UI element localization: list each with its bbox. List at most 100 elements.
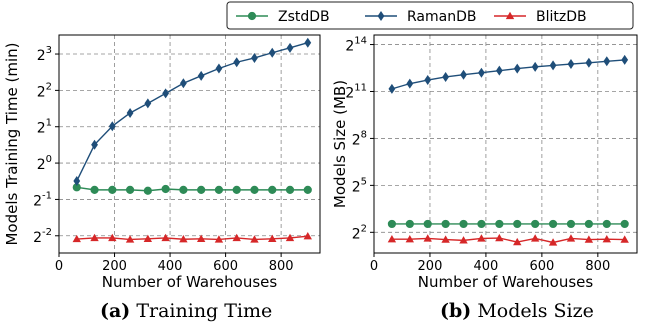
data-point: [602, 219, 611, 229]
data-point: [90, 233, 99, 242]
series-line: [76, 235, 308, 241]
y-tick-label: 2-2: [33, 227, 52, 246]
x-tick-label: 800: [585, 259, 610, 274]
data-point: [285, 185, 295, 194]
data-point: [197, 185, 206, 194]
x-tick-label: 400: [158, 259, 183, 274]
data-point: [125, 185, 135, 194]
data-point: [125, 235, 135, 243]
data-point: [179, 78, 187, 89]
data-point: [423, 219, 432, 229]
data-point: [495, 219, 504, 229]
x-tick-label: 600: [529, 259, 554, 274]
y-tick-label: 20: [37, 154, 52, 173]
data-point: [285, 233, 295, 242]
data-point: [405, 234, 415, 243]
data-point: [531, 61, 539, 72]
legend-item: ZstdDB: [236, 9, 330, 25]
data-point: [459, 236, 468, 244]
panel-training-time: 0 200 400 600 800 2-2 2-1 20 21 22 23 Number of War…: [3, 34, 321, 291]
y-tick-label: 21: [37, 118, 52, 137]
data-point: [179, 185, 188, 194]
series-zstddb: [387, 219, 629, 229]
data-point: [161, 184, 170, 194]
data-point: [585, 57, 593, 68]
legend-label: RamanDB: [407, 9, 476, 25]
data-point: [303, 185, 312, 194]
data-point: [405, 219, 414, 229]
data-point: [495, 233, 504, 242]
y-tick-label: 28: [352, 129, 367, 148]
data-point: [477, 219, 486, 229]
data-point: [531, 219, 540, 229]
data-point: [548, 238, 558, 246]
y-tick-label: 23: [37, 45, 52, 64]
data-point: [233, 57, 241, 68]
data-point: [215, 63, 223, 74]
series-line: [391, 237, 625, 244]
data-point: [251, 52, 258, 63]
x-tick-label: 400: [474, 259, 499, 274]
data-point: [567, 59, 575, 70]
legend: ZstdDB RamanDB BlitzDB: [226, 1, 634, 30]
y-tick-label: 22: [37, 81, 52, 100]
y-axis-label: Models Size (MB): [331, 80, 349, 208]
data-point: [530, 234, 540, 242]
data-point: [584, 235, 594, 243]
data-point: [548, 219, 558, 229]
legend-label: ZstdDB: [278, 9, 330, 25]
legend-box: [226, 1, 634, 30]
data-point: [602, 234, 611, 243]
data-point: [268, 234, 277, 242]
data-point: [161, 233, 170, 242]
data-point: [620, 219, 629, 229]
data-point: [250, 235, 259, 243]
data-point: [91, 139, 98, 150]
data-point: [144, 98, 152, 109]
legend-label: BlitzDB: [536, 9, 587, 25]
x-axis-label: Number of Warehouses: [102, 273, 278, 291]
data-point: [423, 234, 432, 242]
data-point: [441, 235, 450, 243]
data-point: [477, 234, 486, 242]
y-tick-label: 211: [345, 82, 367, 101]
y-tick-label: 22: [352, 223, 367, 242]
series-blitzdb: [387, 233, 629, 246]
series-ramandb: [73, 37, 312, 187]
data-point: [108, 233, 117, 242]
legend-marker: [247, 11, 257, 21]
data-point: [460, 69, 467, 80]
plot-frame: [373, 34, 638, 254]
data-point: [197, 70, 205, 81]
x-tick-label: 600: [213, 259, 238, 274]
data-point: [621, 54, 629, 65]
data-point: [250, 185, 259, 194]
x-tick-label: 0: [55, 259, 63, 274]
data-point: [406, 78, 414, 89]
data-point: [303, 231, 312, 240]
data-point: [268, 47, 276, 58]
data-point: [143, 234, 153, 242]
plot-frame: [58, 34, 321, 254]
x-tick-label: 200: [418, 259, 443, 274]
data-point: [108, 185, 117, 194]
data-point: [513, 237, 522, 246]
x-tick-label: 800: [269, 259, 294, 274]
x-tick-label: 200: [102, 259, 127, 274]
legend-item: BlitzDB: [494, 9, 587, 25]
data-point: [268, 185, 277, 194]
data-point: [424, 75, 432, 86]
data-point: [108, 121, 116, 132]
legend-marker: [377, 11, 385, 21]
legend-item: RamanDB: [365, 9, 476, 25]
data-point: [387, 219, 397, 229]
data-point: [513, 63, 521, 74]
data-point: [478, 67, 485, 78]
series-line: [76, 42, 308, 182]
data-point: [513, 219, 522, 229]
data-point: [387, 234, 397, 243]
grid: [374, 35, 637, 253]
caption-b: (b) Models Size: [440, 300, 594, 322]
data-point: [232, 185, 241, 194]
data-point: [214, 235, 224, 243]
